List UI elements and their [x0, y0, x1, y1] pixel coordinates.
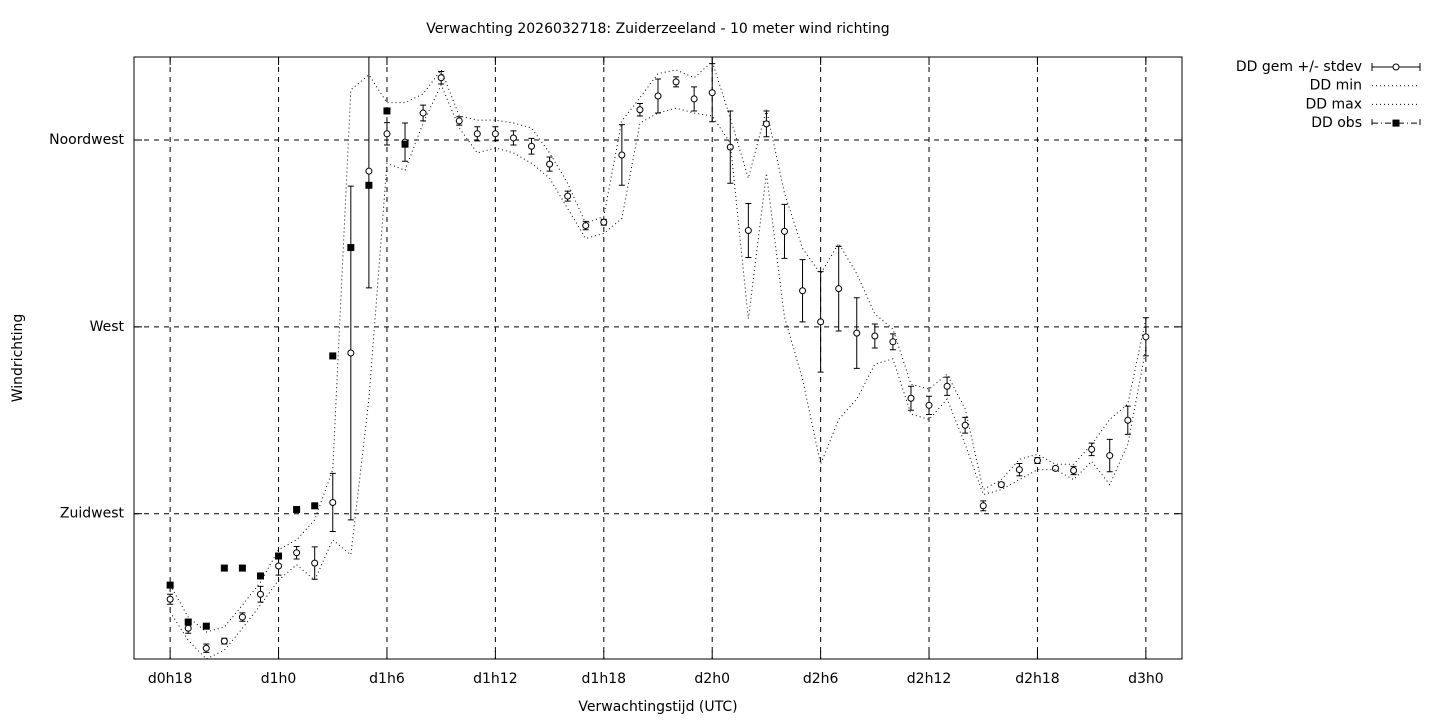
mean-point [799, 287, 807, 295]
mean-point [636, 106, 644, 114]
obs-point [238, 564, 246, 572]
chart-title: Verwachting 2026032718: Zuiderzeeland - … [426, 21, 889, 37]
mean-point [202, 644, 210, 652]
range-line [169, 83, 1147, 659]
mean-point [311, 559, 319, 567]
mean-point [618, 151, 626, 159]
mean-point [473, 130, 481, 138]
mean-point [238, 613, 246, 621]
legend-swatch [1392, 63, 1400, 71]
mean-point [365, 167, 373, 175]
mean-point [925, 401, 933, 409]
mean-point [1052, 464, 1060, 472]
x-tick-label: d1h0 [261, 671, 297, 687]
mean-point [564, 192, 572, 200]
mean-point [600, 218, 608, 226]
mean-point [419, 109, 427, 117]
mean-point [1015, 466, 1023, 474]
mean-point [690, 95, 698, 103]
x-tick-label: d1h6 [369, 671, 405, 687]
mean-point [1088, 445, 1096, 453]
plot-frame [133, 56, 1183, 660]
obs-point [184, 618, 192, 626]
mean-point [220, 637, 228, 645]
legend-swatch [1371, 119, 1421, 128]
mean-point [166, 595, 174, 603]
mean-point [184, 624, 192, 632]
mean-point [293, 549, 301, 557]
mean-point [455, 117, 463, 125]
obs-point [220, 564, 228, 572]
obs-point [383, 107, 391, 115]
legend-label: DD max [1305, 96, 1362, 112]
mean-point [672, 78, 680, 86]
obs-point [347, 244, 355, 252]
mean-point [961, 421, 969, 429]
legend-label: DD min [1310, 78, 1362, 94]
mean-point [347, 349, 355, 357]
legend-swatch [1392, 119, 1400, 127]
obs-point [202, 622, 210, 630]
x-tick-label: d2h0 [694, 671, 730, 687]
mean-point [383, 130, 391, 138]
mean-point [853, 329, 861, 337]
obs-point [329, 352, 337, 360]
x-tick-label: d1h18 [582, 671, 626, 687]
mean-point [509, 134, 517, 142]
mean-point [889, 338, 897, 346]
mean-point [744, 227, 752, 235]
obs-point [311, 502, 319, 510]
x-tick-label: d3h0 [1128, 671, 1164, 687]
x-tick-label: d2h18 [1015, 671, 1059, 687]
mean-point [491, 130, 499, 138]
mean-point [1142, 333, 1150, 341]
x-tick-label: d0h18 [148, 671, 192, 687]
mean-point [1106, 452, 1114, 460]
mean-point [1033, 457, 1041, 465]
x-tick-label: d1h12 [473, 671, 517, 687]
y-axis-label: Windrichting [10, 314, 26, 403]
mean-point [1124, 416, 1132, 424]
mean-point [329, 498, 337, 506]
mean-point [654, 92, 662, 100]
mean-point [546, 160, 554, 168]
legend-label: DD gem +/- stdev [1236, 59, 1362, 75]
obs-point [256, 572, 264, 580]
mean-point [943, 382, 951, 390]
mean-point [726, 143, 734, 151]
mean-point [907, 394, 915, 402]
mean-point [1070, 467, 1078, 475]
x-tick-label: d2h12 [907, 671, 951, 687]
legend-label: DD obs [1311, 115, 1362, 131]
legend: DD gem +/- stdev DD min DD max DD obs [1236, 59, 1421, 131]
x-axis-label: Verwachtingstijd (UTC) [578, 699, 737, 715]
grid [134, 57, 1182, 659]
mean-point [871, 332, 879, 340]
mean-point [275, 562, 283, 570]
obs-point [365, 181, 373, 189]
obs-point [275, 552, 283, 560]
mean-point [817, 318, 825, 326]
mean-point [256, 590, 264, 598]
mean-point [835, 285, 843, 293]
y-tick-label: Noordwest [49, 132, 124, 148]
obs-point [293, 506, 301, 514]
mean-point [528, 142, 536, 150]
obs-point [166, 581, 174, 589]
mean-point [708, 89, 716, 97]
mean-point [997, 481, 1005, 489]
x-tick-label: d2h6 [803, 671, 839, 687]
plot-area [166, 57, 1150, 659]
mean-point [582, 222, 590, 230]
mean-point [780, 227, 788, 235]
obs-point [401, 140, 409, 148]
mean-point [979, 502, 987, 510]
mean-point [762, 120, 770, 128]
y-tick-label: Zuidwest [60, 506, 125, 522]
mean-point [437, 74, 445, 82]
y-tick-label: West [90, 319, 125, 335]
